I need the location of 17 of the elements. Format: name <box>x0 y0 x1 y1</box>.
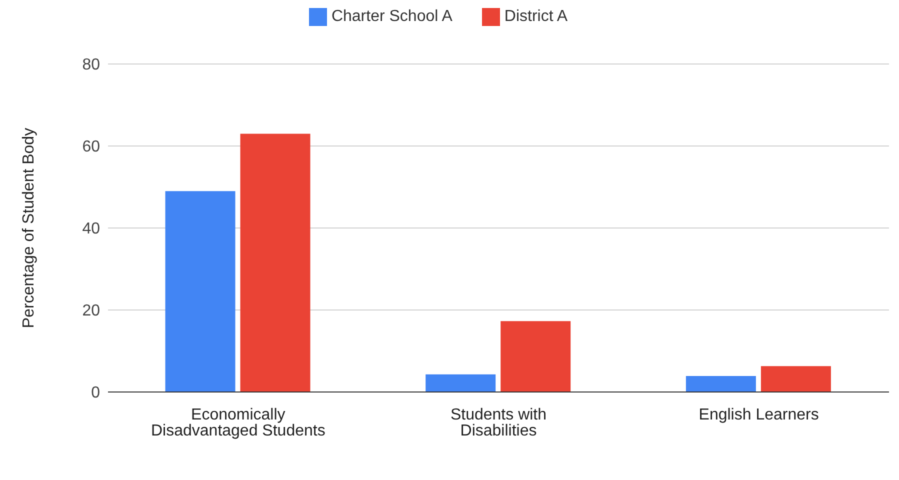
bar <box>426 374 496 392</box>
y-tick-label: 0 <box>91 384 100 402</box>
x-tick-label: English Learners <box>698 406 819 424</box>
bar <box>760 366 831 392</box>
y-axis-title: Percentage of Student Body <box>20 128 38 328</box>
legend-label: Charter School A <box>331 8 452 26</box>
bar <box>165 191 236 392</box>
y-tick-label: 60 <box>82 138 100 156</box>
x-tick-label: Students with Disabilities <box>450 406 547 440</box>
y-tick-label: 80 <box>82 56 100 74</box>
bar <box>240 134 310 392</box>
bar <box>686 376 756 392</box>
legend-label: District A <box>504 8 568 26</box>
y-tick-label: 40 <box>82 220 100 238</box>
y-tick-label: 20 <box>82 302 100 320</box>
bar <box>500 321 571 392</box>
x-tick-label: Economically Disadvantaged Students <box>150 406 326 440</box>
